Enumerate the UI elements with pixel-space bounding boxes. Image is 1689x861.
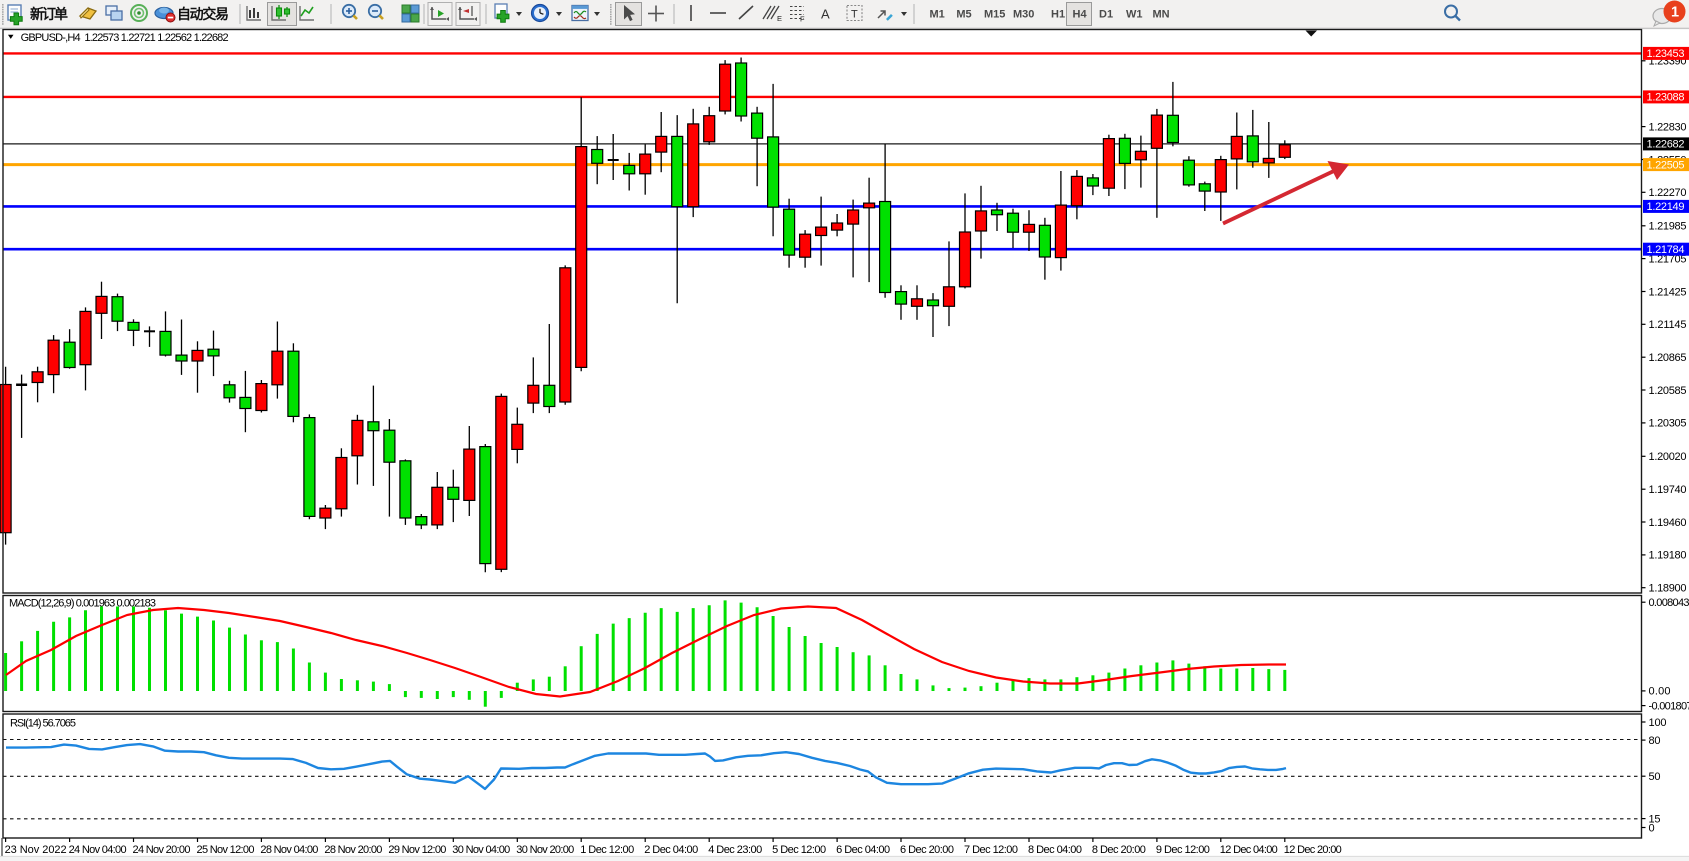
svg-text:新订单: 新订单 bbox=[30, 6, 68, 22]
svg-text:6 Dec 20:00: 6 Dec 20:00 bbox=[900, 844, 954, 856]
svg-text:1.20865: 1.20865 bbox=[1649, 352, 1687, 364]
svg-text:1.22270: 1.22270 bbox=[1649, 187, 1687, 199]
svg-text:GBPUSD-,H4 1.22573 1.22721 1.: GBPUSD-,H4 1.22573 1.22721 1.22562 1.226… bbox=[21, 32, 229, 44]
svg-text:D1: D1 bbox=[1099, 9, 1113, 21]
svg-text:H4: H4 bbox=[1073, 9, 1088, 21]
svg-text:15: 15 bbox=[1649, 813, 1661, 825]
svg-text:1.21705: 1.21705 bbox=[1649, 253, 1687, 265]
svg-text:1.21425: 1.21425 bbox=[1649, 286, 1687, 298]
svg-text:28 Nov 04:00: 28 Nov 04:00 bbox=[260, 844, 318, 856]
svg-text:M30: M30 bbox=[1013, 9, 1034, 21]
svg-text:1.19460: 1.19460 bbox=[1649, 517, 1687, 529]
svg-text:25 Nov 12:00: 25 Nov 12:00 bbox=[197, 844, 255, 856]
svg-text:7 Dec 12:00: 7 Dec 12:00 bbox=[964, 844, 1018, 856]
svg-text:M15: M15 bbox=[984, 9, 1005, 21]
svg-text:RSI(14) 56.7065: RSI(14) 56.7065 bbox=[10, 718, 76, 730]
svg-text:50: 50 bbox=[1649, 771, 1661, 783]
svg-text:1.22682: 1.22682 bbox=[1647, 139, 1685, 151]
svg-text:1: 1 bbox=[1671, 5, 1679, 21]
svg-text:1.21985: 1.21985 bbox=[1649, 221, 1687, 233]
svg-text:12 Dec 20:00: 12 Dec 20:00 bbox=[1284, 844, 1342, 856]
svg-text:9 Dec 12:00: 9 Dec 12:00 bbox=[1156, 844, 1210, 856]
svg-text:24 Nov 20:00: 24 Nov 20:00 bbox=[133, 844, 191, 856]
svg-text:4 Dec 23:00: 4 Dec 23:00 bbox=[708, 844, 762, 856]
svg-text:1.23088: 1.23088 bbox=[1647, 92, 1685, 104]
svg-text:MN: MN bbox=[1153, 9, 1170, 21]
svg-text:0.008043: 0.008043 bbox=[1649, 597, 1689, 609]
svg-text:A: A bbox=[821, 7, 830, 22]
svg-text:100: 100 bbox=[1649, 717, 1667, 729]
svg-text:-0.001807: -0.001807 bbox=[1649, 700, 1689, 712]
svg-text:28 Nov 20:00: 28 Nov 20:00 bbox=[324, 844, 382, 856]
svg-text:1.21145: 1.21145 bbox=[1649, 319, 1687, 331]
svg-text:1.18900: 1.18900 bbox=[1649, 583, 1687, 595]
svg-text:0.00: 0.00 bbox=[1649, 686, 1671, 698]
svg-text:M5: M5 bbox=[956, 9, 971, 21]
svg-text:1.22830: 1.22830 bbox=[1649, 121, 1687, 133]
svg-text:5 Dec 12:00: 5 Dec 12:00 bbox=[772, 844, 826, 856]
svg-text:T: T bbox=[851, 9, 858, 21]
svg-text:1 Dec 12:00: 1 Dec 12:00 bbox=[580, 844, 634, 856]
svg-text:M1: M1 bbox=[930, 9, 945, 21]
svg-text:24 Nov 04:00: 24 Nov 04:00 bbox=[69, 844, 127, 856]
svg-text:E: E bbox=[777, 14, 782, 23]
svg-text:30 Nov 20:00: 30 Nov 20:00 bbox=[516, 844, 574, 856]
svg-text:12 Dec 04:00: 12 Dec 04:00 bbox=[1220, 844, 1278, 856]
svg-text:自动交易: 自动交易 bbox=[177, 6, 229, 22]
svg-text:2 Dec 04:00: 2 Dec 04:00 bbox=[644, 844, 698, 856]
svg-text:1.22505: 1.22505 bbox=[1647, 159, 1685, 171]
svg-text:1.19740: 1.19740 bbox=[1649, 484, 1687, 496]
svg-text:1.20305: 1.20305 bbox=[1649, 418, 1687, 430]
svg-text:1.20585: 1.20585 bbox=[1649, 385, 1687, 397]
svg-text:1.20020: 1.20020 bbox=[1649, 451, 1687, 463]
svg-text:23 Nov 2022: 23 Nov 2022 bbox=[5, 844, 67, 856]
svg-text:H1: H1 bbox=[1051, 9, 1065, 21]
svg-text:6 Dec 04:00: 6 Dec 04:00 bbox=[836, 844, 890, 856]
svg-text:1.21784: 1.21784 bbox=[1647, 244, 1685, 256]
svg-text:80: 80 bbox=[1649, 735, 1661, 747]
svg-text:MACD(12,26,9) 0.001963 0.00218: MACD(12,26,9) 0.001963 0.002183 bbox=[9, 598, 156, 610]
svg-text:29 Nov 12:00: 29 Nov 12:00 bbox=[388, 844, 446, 856]
svg-text:8 Dec 04:00: 8 Dec 04:00 bbox=[1028, 844, 1082, 856]
svg-text:0: 0 bbox=[1649, 822, 1655, 834]
svg-text:30 Nov 04:00: 30 Nov 04:00 bbox=[452, 844, 510, 856]
svg-text:1.22149: 1.22149 bbox=[1647, 201, 1685, 213]
svg-text:F: F bbox=[800, 15, 805, 24]
svg-text:1.19180: 1.19180 bbox=[1649, 550, 1687, 562]
svg-text:W1: W1 bbox=[1126, 9, 1143, 21]
svg-text:1.23453: 1.23453 bbox=[1647, 48, 1685, 60]
svg-text:8 Dec 20:00: 8 Dec 20:00 bbox=[1092, 844, 1146, 856]
